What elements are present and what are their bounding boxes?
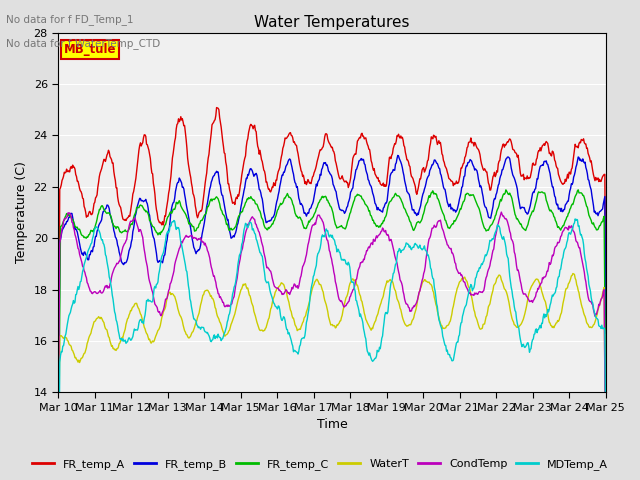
Text: No data for f WaterTemp_CTD: No data for f WaterTemp_CTD	[6, 38, 161, 49]
Title: Water Temperatures: Water Temperatures	[254, 15, 410, 30]
Legend: FR_temp_A, FR_temp_B, FR_temp_C, WaterT, CondTemp, MDTemp_A: FR_temp_A, FR_temp_B, FR_temp_C, WaterT,…	[27, 455, 613, 474]
X-axis label: Time: Time	[317, 419, 348, 432]
Text: MB_tule: MB_tule	[64, 43, 116, 56]
Text: No data for f FD_Temp_1: No data for f FD_Temp_1	[6, 14, 134, 25]
Y-axis label: Temperature (C): Temperature (C)	[15, 162, 28, 264]
